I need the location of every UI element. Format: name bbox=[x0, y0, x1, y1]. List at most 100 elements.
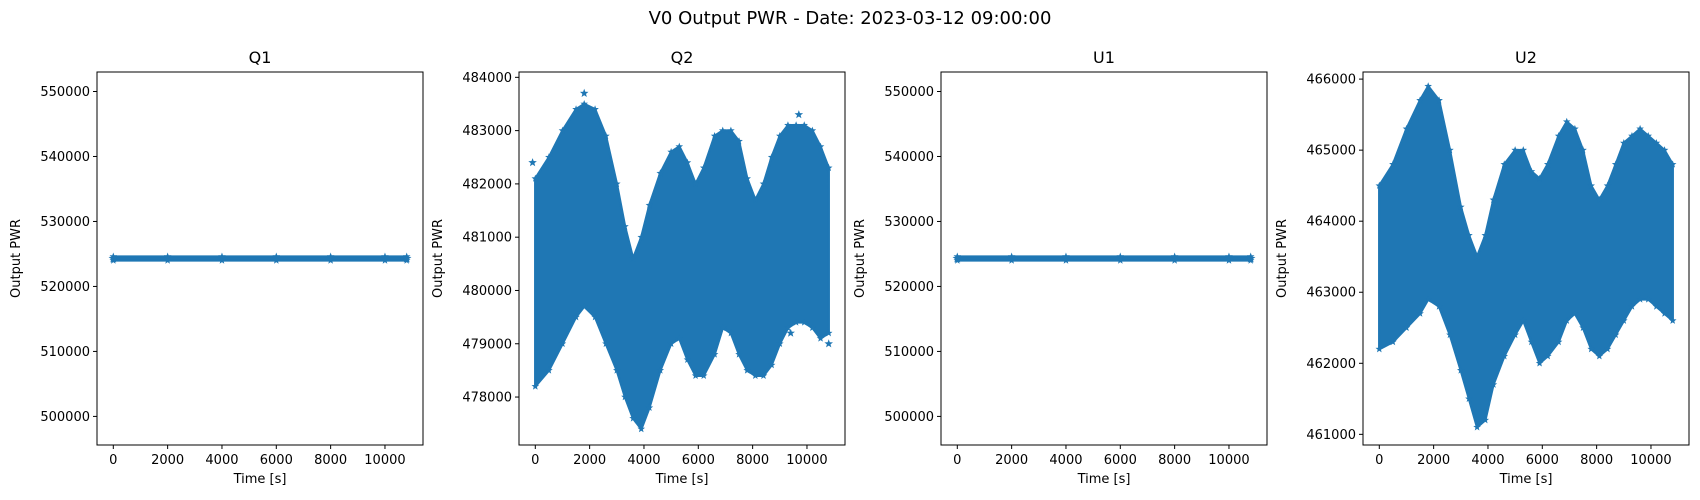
data-point bbox=[800, 121, 809, 129]
data-point bbox=[1652, 302, 1661, 310]
x-axis-label: Time [s] bbox=[655, 472, 709, 487]
x-tick-label: 4000 bbox=[1471, 453, 1504, 468]
y-axis-label: Output PWR bbox=[1275, 219, 1290, 298]
data-point bbox=[1562, 117, 1571, 125]
data-point bbox=[824, 163, 833, 172]
outlier-point bbox=[794, 110, 804, 119]
data-point bbox=[1424, 82, 1432, 90]
y-tick-label: 478000 bbox=[462, 391, 512, 406]
data-point bbox=[675, 142, 684, 150]
data-point bbox=[1571, 309, 1579, 317]
x-axis-label: Time [s] bbox=[1077, 472, 1131, 487]
data-point bbox=[1535, 174, 1544, 182]
data-point bbox=[1660, 309, 1669, 317]
data-point bbox=[792, 121, 800, 129]
y-tick-label: 500000 bbox=[40, 410, 90, 425]
data-point bbox=[272, 256, 281, 264]
data-point bbox=[1457, 202, 1465, 211]
data-point bbox=[1116, 252, 1125, 260]
data-point bbox=[1554, 131, 1563, 140]
data-point bbox=[776, 339, 784, 347]
data-point bbox=[1668, 160, 1677, 168]
data-point bbox=[163, 256, 172, 264]
outlier-point bbox=[528, 158, 537, 167]
x-tick-label: 8000 bbox=[1580, 453, 1613, 468]
data-point bbox=[1595, 352, 1604, 360]
data-point bbox=[108, 253, 119, 263]
data-point bbox=[1644, 131, 1653, 140]
data-point bbox=[699, 163, 708, 172]
axes-frame bbox=[96, 71, 424, 446]
data-point bbox=[163, 252, 172, 260]
data-point bbox=[1611, 330, 1620, 339]
data-point bbox=[656, 169, 665, 177]
data-point bbox=[683, 355, 692, 363]
x-tick-label: 6000 bbox=[1104, 453, 1137, 468]
data-point bbox=[808, 126, 817, 134]
data-point bbox=[591, 105, 599, 113]
data-point bbox=[776, 131, 784, 140]
data-point bbox=[637, 425, 646, 433]
x-tick-label: 10000 bbox=[1630, 453, 1671, 468]
data-point bbox=[1500, 352, 1509, 360]
data-point bbox=[699, 371, 708, 379]
data-point bbox=[572, 105, 580, 113]
data-point bbox=[1511, 330, 1519, 339]
data-point bbox=[743, 366, 751, 374]
x-tick-label: 2000 bbox=[151, 453, 184, 468]
data-point bbox=[1519, 146, 1528, 154]
data-point bbox=[1225, 252, 1233, 260]
data-point bbox=[1007, 252, 1016, 260]
y-tick-label: 550000 bbox=[40, 85, 90, 100]
data-point bbox=[1644, 295, 1653, 303]
data-point bbox=[1424, 295, 1432, 303]
data-point bbox=[1620, 316, 1628, 324]
y-tick-label: 520000 bbox=[884, 280, 934, 295]
y-tick-label: 463000 bbox=[1306, 286, 1356, 301]
x-tick-label: 10000 bbox=[1208, 453, 1249, 468]
y-tick-label: 466000 bbox=[1306, 73, 1356, 88]
data-point bbox=[718, 126, 727, 134]
data-point bbox=[645, 201, 654, 209]
data-point bbox=[580, 99, 588, 108]
data-point bbox=[1543, 352, 1552, 360]
data-point bbox=[1652, 139, 1661, 147]
data-point bbox=[602, 339, 610, 347]
x-tick-label: 8000 bbox=[314, 453, 347, 468]
data-point bbox=[1481, 231, 1490, 239]
data-point bbox=[735, 137, 743, 145]
data-point bbox=[1062, 252, 1070, 260]
data-point bbox=[1489, 195, 1498, 204]
y-tick-label: 479000 bbox=[462, 337, 512, 352]
data-point bbox=[691, 371, 700, 379]
data-point bbox=[545, 153, 553, 161]
data-point bbox=[629, 414, 637, 422]
x-tick-label: 0 bbox=[1375, 453, 1383, 468]
y-tick-label: 482000 bbox=[462, 177, 512, 192]
y-tick-label: 483000 bbox=[462, 124, 512, 139]
y-tick-label: 461000 bbox=[1306, 428, 1356, 443]
data-point bbox=[824, 329, 833, 337]
x-tick-label: 2000 bbox=[1417, 453, 1450, 468]
data-point bbox=[767, 361, 776, 369]
data-point bbox=[751, 371, 760, 379]
data-point bbox=[1579, 146, 1587, 154]
plot-area bbox=[1375, 82, 1677, 431]
subplot-u1: U1 Time [s] Output PWR 0 2000 4000 6000 8000… bbox=[853, 48, 1268, 487]
data-point bbox=[531, 174, 540, 182]
subplot-q1: Q1 Time [s] Output PWR 0 2000 4000 6000 8000… bbox=[9, 48, 424, 487]
plot-area bbox=[528, 88, 833, 433]
data-point bbox=[1116, 256, 1125, 264]
outlier-point bbox=[824, 339, 833, 348]
data-point bbox=[1446, 330, 1454, 339]
data-point bbox=[710, 131, 719, 140]
data-point bbox=[1435, 302, 1443, 310]
data-point bbox=[1402, 124, 1411, 133]
x-tick-label: 0 bbox=[953, 453, 961, 468]
x-tick-label: 6000 bbox=[260, 453, 293, 468]
data-point bbox=[784, 323, 792, 332]
y-tick-label: 484000 bbox=[462, 71, 512, 86]
subplot-title: Q1 bbox=[249, 48, 272, 67]
axes-frame bbox=[518, 71, 846, 446]
